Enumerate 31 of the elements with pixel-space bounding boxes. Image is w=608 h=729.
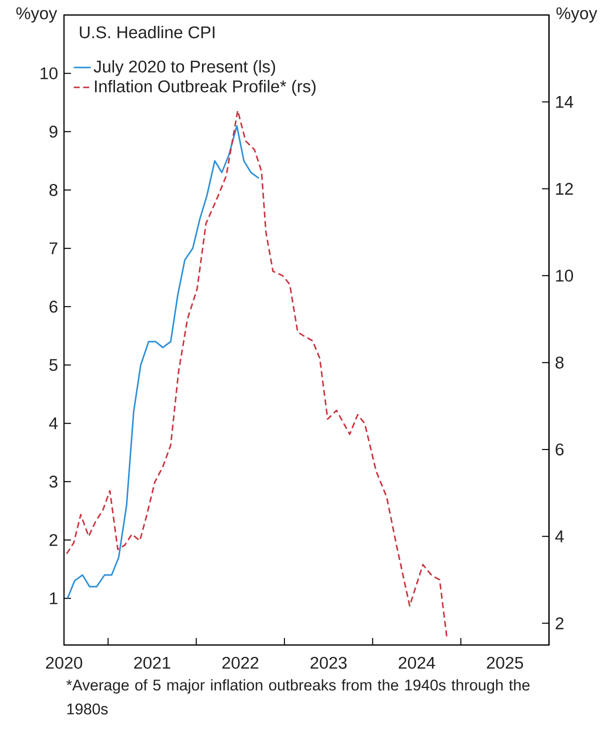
x-tick-label: 2025: [486, 656, 524, 669]
x-tick-label: 2023: [310, 656, 347, 669]
y-tick-label: 1: [50, 592, 58, 604]
y-tick-label: 5: [49, 359, 58, 371]
y2-tick-label: 6: [556, 443, 564, 456]
y-tick-label: 4: [49, 418, 58, 430]
y2-tick-label: 12: [556, 182, 573, 195]
x-tick-label: 2021: [134, 656, 170, 669]
y2-tick-label: 8: [556, 356, 564, 369]
y-tick-label: 9: [50, 126, 58, 138]
y2-tick-label: 2: [556, 617, 564, 630]
y-tick-label: 7: [50, 242, 58, 254]
y2-tick-label: 10: [556, 270, 574, 282]
x-tick-label: 2022: [222, 656, 258, 669]
y2-tick-label: 4: [555, 530, 564, 542]
x-tick-label: 2020: [46, 656, 82, 669]
y2-tick-label: 14: [556, 96, 574, 108]
text: *Average of 5 major inflation outbreaks from the 1940s through the 1980s: [66, 679, 530, 714]
line-series: [66, 125, 260, 600]
x-tick-label: 2024: [398, 656, 436, 669]
y2-axis-title: %yoy: [556, 7, 598, 23]
y-tick-label: 8: [49, 184, 58, 196]
y-axis-title: %yoy: [16, 7, 58, 23]
text: U.S. Headline CPI: [80, 26, 214, 38]
y-tick-label: 6: [50, 300, 58, 313]
y-tick-label: 2: [50, 534, 58, 546]
line-series: [66, 110, 448, 638]
y-tick-label: 10: [40, 67, 58, 80]
y-tick-label: 3: [49, 476, 58, 488]
legend-label: July 2020 to Present (ls): [94, 60, 276, 76]
legend-label: Inflation Outbreak Profile* (rs): [95, 80, 316, 96]
